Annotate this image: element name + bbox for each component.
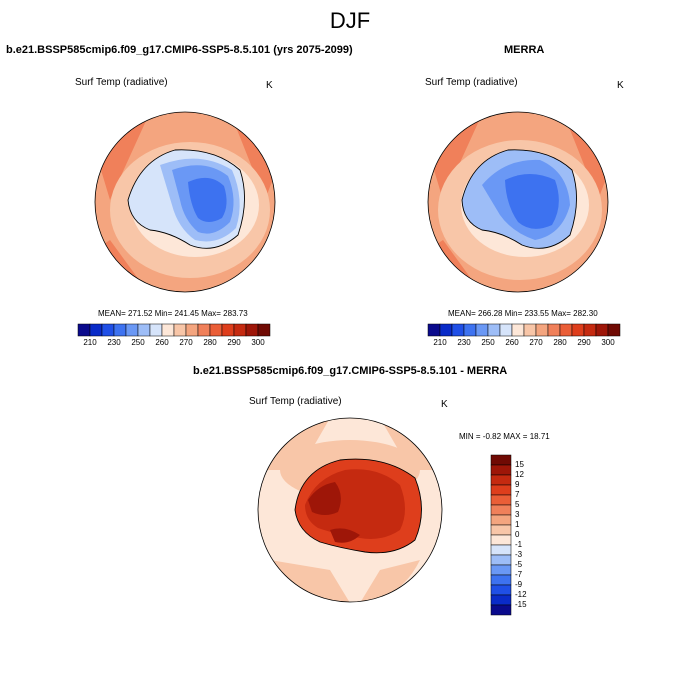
colorbar-model — [77, 323, 271, 337]
colorbar-swatch — [559, 323, 573, 337]
colorbar-swatch — [257, 323, 271, 337]
colorbar-swatch — [490, 574, 512, 586]
colorbar-swatch — [490, 554, 512, 566]
colorbar-swatch — [583, 323, 597, 337]
colorbar-tick-label: 210 — [433, 338, 447, 347]
colorbar-swatch — [571, 323, 585, 337]
colorbar-tick-label: 230 — [457, 338, 471, 347]
colorbar-swatch — [490, 484, 512, 496]
colorbar-swatch — [547, 323, 561, 337]
stats-model: MEAN= 271.52 Min= 241.45 Max= 283.73 — [98, 309, 248, 318]
colorbar-swatch — [490, 464, 512, 476]
colorbar-tick-label: -12 — [515, 590, 527, 599]
colorbar-swatch — [149, 323, 163, 337]
colorbar-swatch — [221, 323, 235, 337]
colorbar-swatch — [490, 474, 512, 486]
colorbar-tick-label: -7 — [515, 570, 523, 579]
colorbar-swatch — [490, 504, 512, 516]
colorbar-swatch — [490, 604, 512, 616]
colorbar-swatch — [427, 323, 441, 337]
colorbar-tick-label: -3 — [515, 550, 523, 559]
variable-label-diff: Surf Temp (radiative) — [249, 396, 342, 407]
colorbar-tick-label: 230 — [107, 338, 121, 347]
colorbar-swatch — [475, 323, 489, 337]
colorbar-tick-label: 5 — [515, 500, 520, 509]
map-model-field — [95, 112, 275, 292]
colorbar-tick-label: 300 — [601, 338, 615, 347]
stats-diff: MIN = -0.82 MAX = 18.71 — [459, 432, 550, 441]
colorbar-swatch — [499, 323, 513, 337]
colorbar-swatch — [490, 544, 512, 556]
colorbar-swatch — [161, 323, 175, 337]
colorbar-swatch — [490, 524, 512, 536]
colorbar-tick-label: 0 — [515, 530, 520, 539]
colorbar-tick-label: 7 — [515, 490, 520, 499]
colorbar-swatch — [173, 323, 187, 337]
colorbar-swatch — [451, 323, 465, 337]
colorbar-swatch — [197, 323, 211, 337]
colorbar-tick-label: 270 — [529, 338, 543, 347]
colorbar-tick-label: 260 — [155, 338, 169, 347]
variable-label-obs: Surf Temp (radiative) — [425, 77, 518, 88]
colorbar-swatch — [523, 323, 537, 337]
page-title: DJF — [329, 8, 371, 33]
colorbar-tick-label: 290 — [227, 338, 241, 347]
colorbar-swatch — [490, 494, 512, 506]
colorbar-diff — [490, 454, 512, 616]
colorbar-swatch — [535, 323, 549, 337]
colorbar-tick-label: 250 — [131, 338, 145, 347]
colorbar-tick-label: 3 — [515, 510, 520, 519]
colorbar-swatch — [490, 534, 512, 546]
colorbar-swatch — [607, 323, 621, 337]
colorbar-swatch — [137, 323, 151, 337]
panel-title-diff: b.e21.BSSP585cmip6.f09_g17.CMIP6-SSP5-8.… — [193, 365, 508, 377]
colorbar-tick-label: -9 — [515, 580, 523, 589]
colorbar-swatch — [125, 323, 139, 337]
colorbar-swatch — [595, 323, 609, 337]
colorbar-swatch — [490, 454, 512, 466]
colorbar-tick-label: 15 — [515, 460, 524, 469]
colorbar-tick-label: 12 — [515, 470, 524, 479]
colorbar-obs — [427, 323, 621, 337]
map-obs-field — [428, 112, 608, 292]
colorbar-swatch — [490, 564, 512, 576]
colorbar-swatch — [487, 323, 501, 337]
colorbar-tick-label: -1 — [515, 540, 523, 549]
colorbar-swatch — [77, 323, 91, 337]
variable-label-model: Surf Temp (radiative) — [75, 77, 168, 88]
colorbar-tick-label: 300 — [251, 338, 265, 347]
colorbar-tick-label: 1 — [515, 520, 520, 529]
units-label-model: K — [266, 80, 273, 91]
stats-obs: MEAN= 266.28 Min= 233.55 Max= 282.30 — [448, 309, 598, 318]
colorbar-swatch — [101, 323, 115, 337]
colorbar-tick-label: -15 — [515, 600, 527, 609]
colorbar-tick-label: 270 — [179, 338, 193, 347]
colorbar-swatch — [439, 323, 453, 337]
panel-title-obs: MERRA — [504, 44, 545, 56]
colorbar-swatch — [89, 323, 103, 337]
colorbar-swatch — [511, 323, 525, 337]
colorbar-swatch — [233, 323, 247, 337]
colorbar-tick-label: 210 — [83, 338, 97, 347]
colorbar-swatch — [185, 323, 199, 337]
colorbar-swatch — [245, 323, 259, 337]
map-diff-field — [258, 418, 442, 602]
colorbar-tick-label: 290 — [577, 338, 591, 347]
colorbar-tick-label: 260 — [505, 338, 519, 347]
colorbar-swatch — [463, 323, 477, 337]
colorbar-swatch — [209, 323, 223, 337]
colorbar-swatch — [113, 323, 127, 337]
colorbar-swatch — [490, 584, 512, 596]
colorbar-tick-label: 280 — [553, 338, 567, 347]
colorbar-tick-label: 9 — [515, 480, 520, 489]
panel-title-model: b.e21.BSSP585cmip6.f09_g17.CMIP6-SSP5-8.… — [6, 44, 353, 56]
units-label-diff: K — [441, 399, 448, 410]
colorbar-tick-label: 250 — [481, 338, 495, 347]
colorbar-swatch — [490, 514, 512, 526]
colorbar-swatch — [490, 594, 512, 606]
colorbar-tick-label: -5 — [515, 560, 523, 569]
units-label-obs: K — [617, 80, 624, 91]
colorbar-tick-label: 280 — [203, 338, 217, 347]
